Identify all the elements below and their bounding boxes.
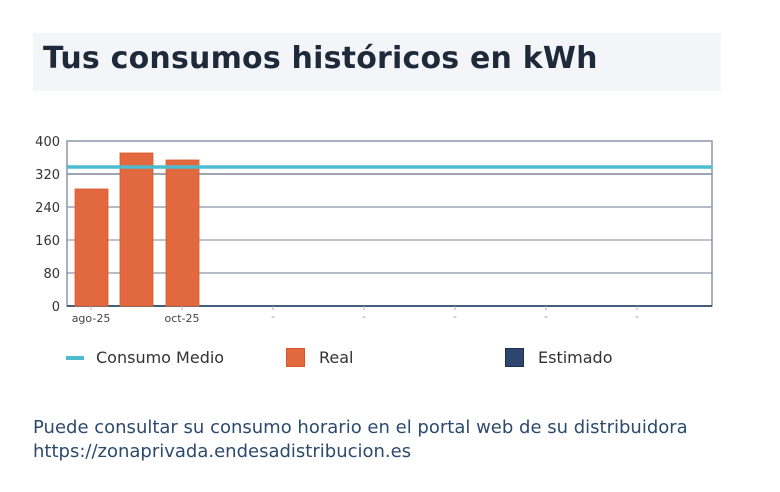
x-tick-label: oct-25 xyxy=(164,312,200,325)
estimated-swatch-icon xyxy=(505,348,524,367)
y-tick-320: 320 xyxy=(35,168,60,183)
legend-item-average[interactable]: Consumo Medio xyxy=(66,348,224,367)
x-tick-label: - xyxy=(453,310,457,323)
y-tick-80: 80 xyxy=(43,267,60,282)
x-tick-label: - xyxy=(271,310,275,323)
y-tick-400: 400 xyxy=(35,135,60,150)
real-bars xyxy=(74,152,200,307)
y-tick-160: 160 xyxy=(35,234,60,249)
chart-legend: Consumo Medio Real Estimado xyxy=(0,348,780,372)
page-title: Tus consumos históricos en kWh xyxy=(43,41,598,76)
consumption-chart: 400 320 240 160 80 0 ago-25 oct-25 - - -… xyxy=(35,135,713,325)
legend-item-real[interactable]: Real xyxy=(286,348,354,367)
distributor-portal-link[interactable]: https://zonaprivada.endesadistribucion.e… xyxy=(33,441,412,462)
legend-label: Consumo Medio xyxy=(96,348,225,367)
legend-label: Real xyxy=(319,348,354,367)
footer-text: Puede consultar su consumo horario en el… xyxy=(33,417,688,438)
legend-item-estimated[interactable]: Estimado xyxy=(505,348,613,367)
x-tick-label: ago-25 xyxy=(71,312,111,325)
y-tick-0: 0 xyxy=(51,300,60,315)
x-tick-label: - xyxy=(544,310,548,323)
real-swatch-icon xyxy=(286,348,305,367)
chart-canvas xyxy=(66,140,713,310)
x-tick-label: - xyxy=(635,310,639,323)
y-tick-240: 240 xyxy=(35,201,60,216)
title-banner: Tus consumos históricos en kWh xyxy=(33,33,721,91)
average-line-icon xyxy=(66,355,84,360)
footer-note: Puede consultar su consumo horario en el… xyxy=(33,416,688,464)
legend-label: Estimado xyxy=(538,348,613,367)
x-tick-label: - xyxy=(362,310,366,323)
